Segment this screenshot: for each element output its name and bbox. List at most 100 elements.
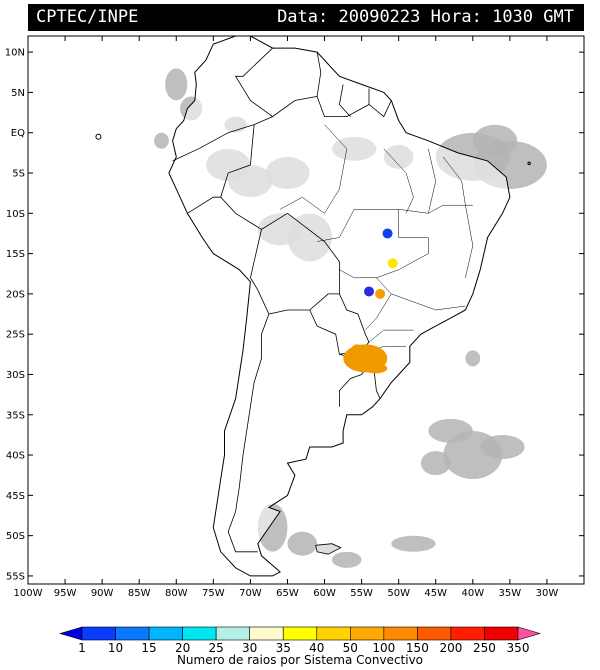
coastline [168, 35, 511, 577]
border-line [187, 196, 221, 214]
lon-tick-label: 60W [313, 588, 336, 599]
datetime-label: Data: 20090223 Hora: 1030 GMT [277, 4, 574, 31]
state-line [339, 269, 377, 279]
lat-tick-label: 30S [6, 370, 25, 381]
map-header: CPTEC/INPE Data: 20090223 Hora: 1030 GMT [28, 4, 584, 31]
colorbar-label: 350 [507, 641, 530, 655]
state-line [324, 124, 348, 214]
colorbar-bin [81, 626, 116, 641]
lat-tick-label: 10S [6, 209, 25, 220]
colorbar-title: Numero de raios por Sistema Convectivo [176, 653, 424, 667]
convective-system [351, 344, 364, 355]
convective-system [387, 258, 398, 269]
lon-tick-label: 100W [14, 588, 43, 599]
lon-tick-label: 35W [499, 588, 522, 599]
lon-tick-label: 95W [54, 588, 77, 599]
colorbar-label: 25 [209, 641, 224, 655]
colorbar-bin [115, 626, 150, 641]
lat-tick-label: 15S [6, 249, 25, 260]
lat-tick-label: 40S [6, 451, 25, 462]
lat-tick-label: 10N [5, 48, 25, 59]
colorbar: 1 10 15 20 25 30 35 40 50 100 150 200 250 350 [58, 626, 542, 655]
colorbar-bin [215, 626, 250, 641]
lon-tick-label: 75W [202, 588, 225, 599]
falkland-islands [315, 543, 342, 555]
cloud-patch [165, 68, 188, 101]
timezone-label: GMT [543, 7, 574, 27]
colorbar-bin [182, 626, 217, 641]
colorbar-bin [450, 626, 485, 641]
border-line [227, 313, 270, 553]
date-value: 20090223 [338, 7, 421, 27]
lon-tick-label: 50W [387, 588, 410, 599]
colorbar-bin [316, 626, 351, 641]
convective-systems [343, 228, 398, 374]
colorbar-label: 250 [473, 641, 496, 655]
colorbar-bin [350, 626, 385, 641]
border-line [253, 52, 322, 125]
border-line [338, 84, 351, 117]
lon-tick-label: 80W [165, 588, 188, 599]
state-line [375, 209, 466, 311]
galapagos-islands [95, 133, 102, 140]
colorbar-label: 15 [141, 641, 156, 655]
colorbar-label: 30 [242, 641, 257, 655]
state-line [442, 156, 474, 278]
convective-system [364, 286, 375, 297]
cloud-patch [331, 551, 362, 568]
colorbar-label: 100 [372, 641, 395, 655]
lon-tick-label: 40W [461, 588, 484, 599]
colorbar-label: 150 [406, 641, 429, 655]
lon-tick-label: 30W [536, 588, 559, 599]
state-line [368, 329, 414, 343]
cloud-patch [480, 435, 525, 459]
cloud-patch [154, 132, 169, 149]
lat-tick-label: 35S [6, 410, 25, 421]
colorbar-label: 10 [108, 641, 123, 655]
colorbar-label: 35 [276, 641, 291, 655]
state-line [383, 148, 414, 214]
colorbar-arrow-left [58, 626, 83, 641]
date-label: Data: [277, 7, 329, 27]
convective-system [382, 228, 393, 239]
colorbar-bin [148, 626, 183, 641]
colorbar-label: 1 [78, 641, 86, 655]
colorbar-bin [282, 626, 318, 641]
cloud-patch [428, 418, 473, 443]
colorbar-label: 200 [439, 641, 462, 655]
lon-tick-label: 55W [350, 588, 373, 599]
state-line [365, 293, 392, 331]
colorbar-bin [484, 626, 519, 641]
lon-tick-label: 85W [128, 588, 151, 599]
source-label: CPTEC/INPE [36, 7, 139, 27]
country-borders [95, 47, 531, 555]
cloud-patch [465, 350, 481, 367]
lon-tick-label: 65W [276, 588, 299, 599]
colorbar-arrow-right [517, 626, 542, 641]
cloud-patch [287, 531, 318, 556]
time-label: Hora: [430, 7, 482, 27]
border-line [250, 212, 340, 315]
colorbar-label: 20 [175, 641, 190, 655]
lat-tick-label: 25S [6, 330, 25, 341]
island [527, 161, 531, 166]
lon-tick-label: 45W [424, 588, 447, 599]
colorbar-bin [417, 626, 452, 641]
lat-tick-label: EQ [11, 128, 25, 139]
lat-tick-label: 20S [6, 289, 25, 300]
lon-tick-label: 90W [91, 588, 114, 599]
state-line [279, 196, 325, 214]
convective-system [363, 363, 388, 374]
cloud-patch [420, 451, 451, 476]
convective-system [375, 288, 386, 299]
lat-tick-label: 45S [6, 491, 25, 502]
lat-tick-label: 55S [6, 571, 25, 582]
colorbar-label: 40 [309, 641, 324, 655]
border-line [172, 124, 255, 162]
colorbar-label: 50 [343, 641, 358, 655]
time-value: 1030 [492, 7, 534, 27]
state-line [317, 209, 355, 242]
colorbar-bin [249, 626, 284, 641]
lat-tick-label: 50S [6, 531, 25, 542]
